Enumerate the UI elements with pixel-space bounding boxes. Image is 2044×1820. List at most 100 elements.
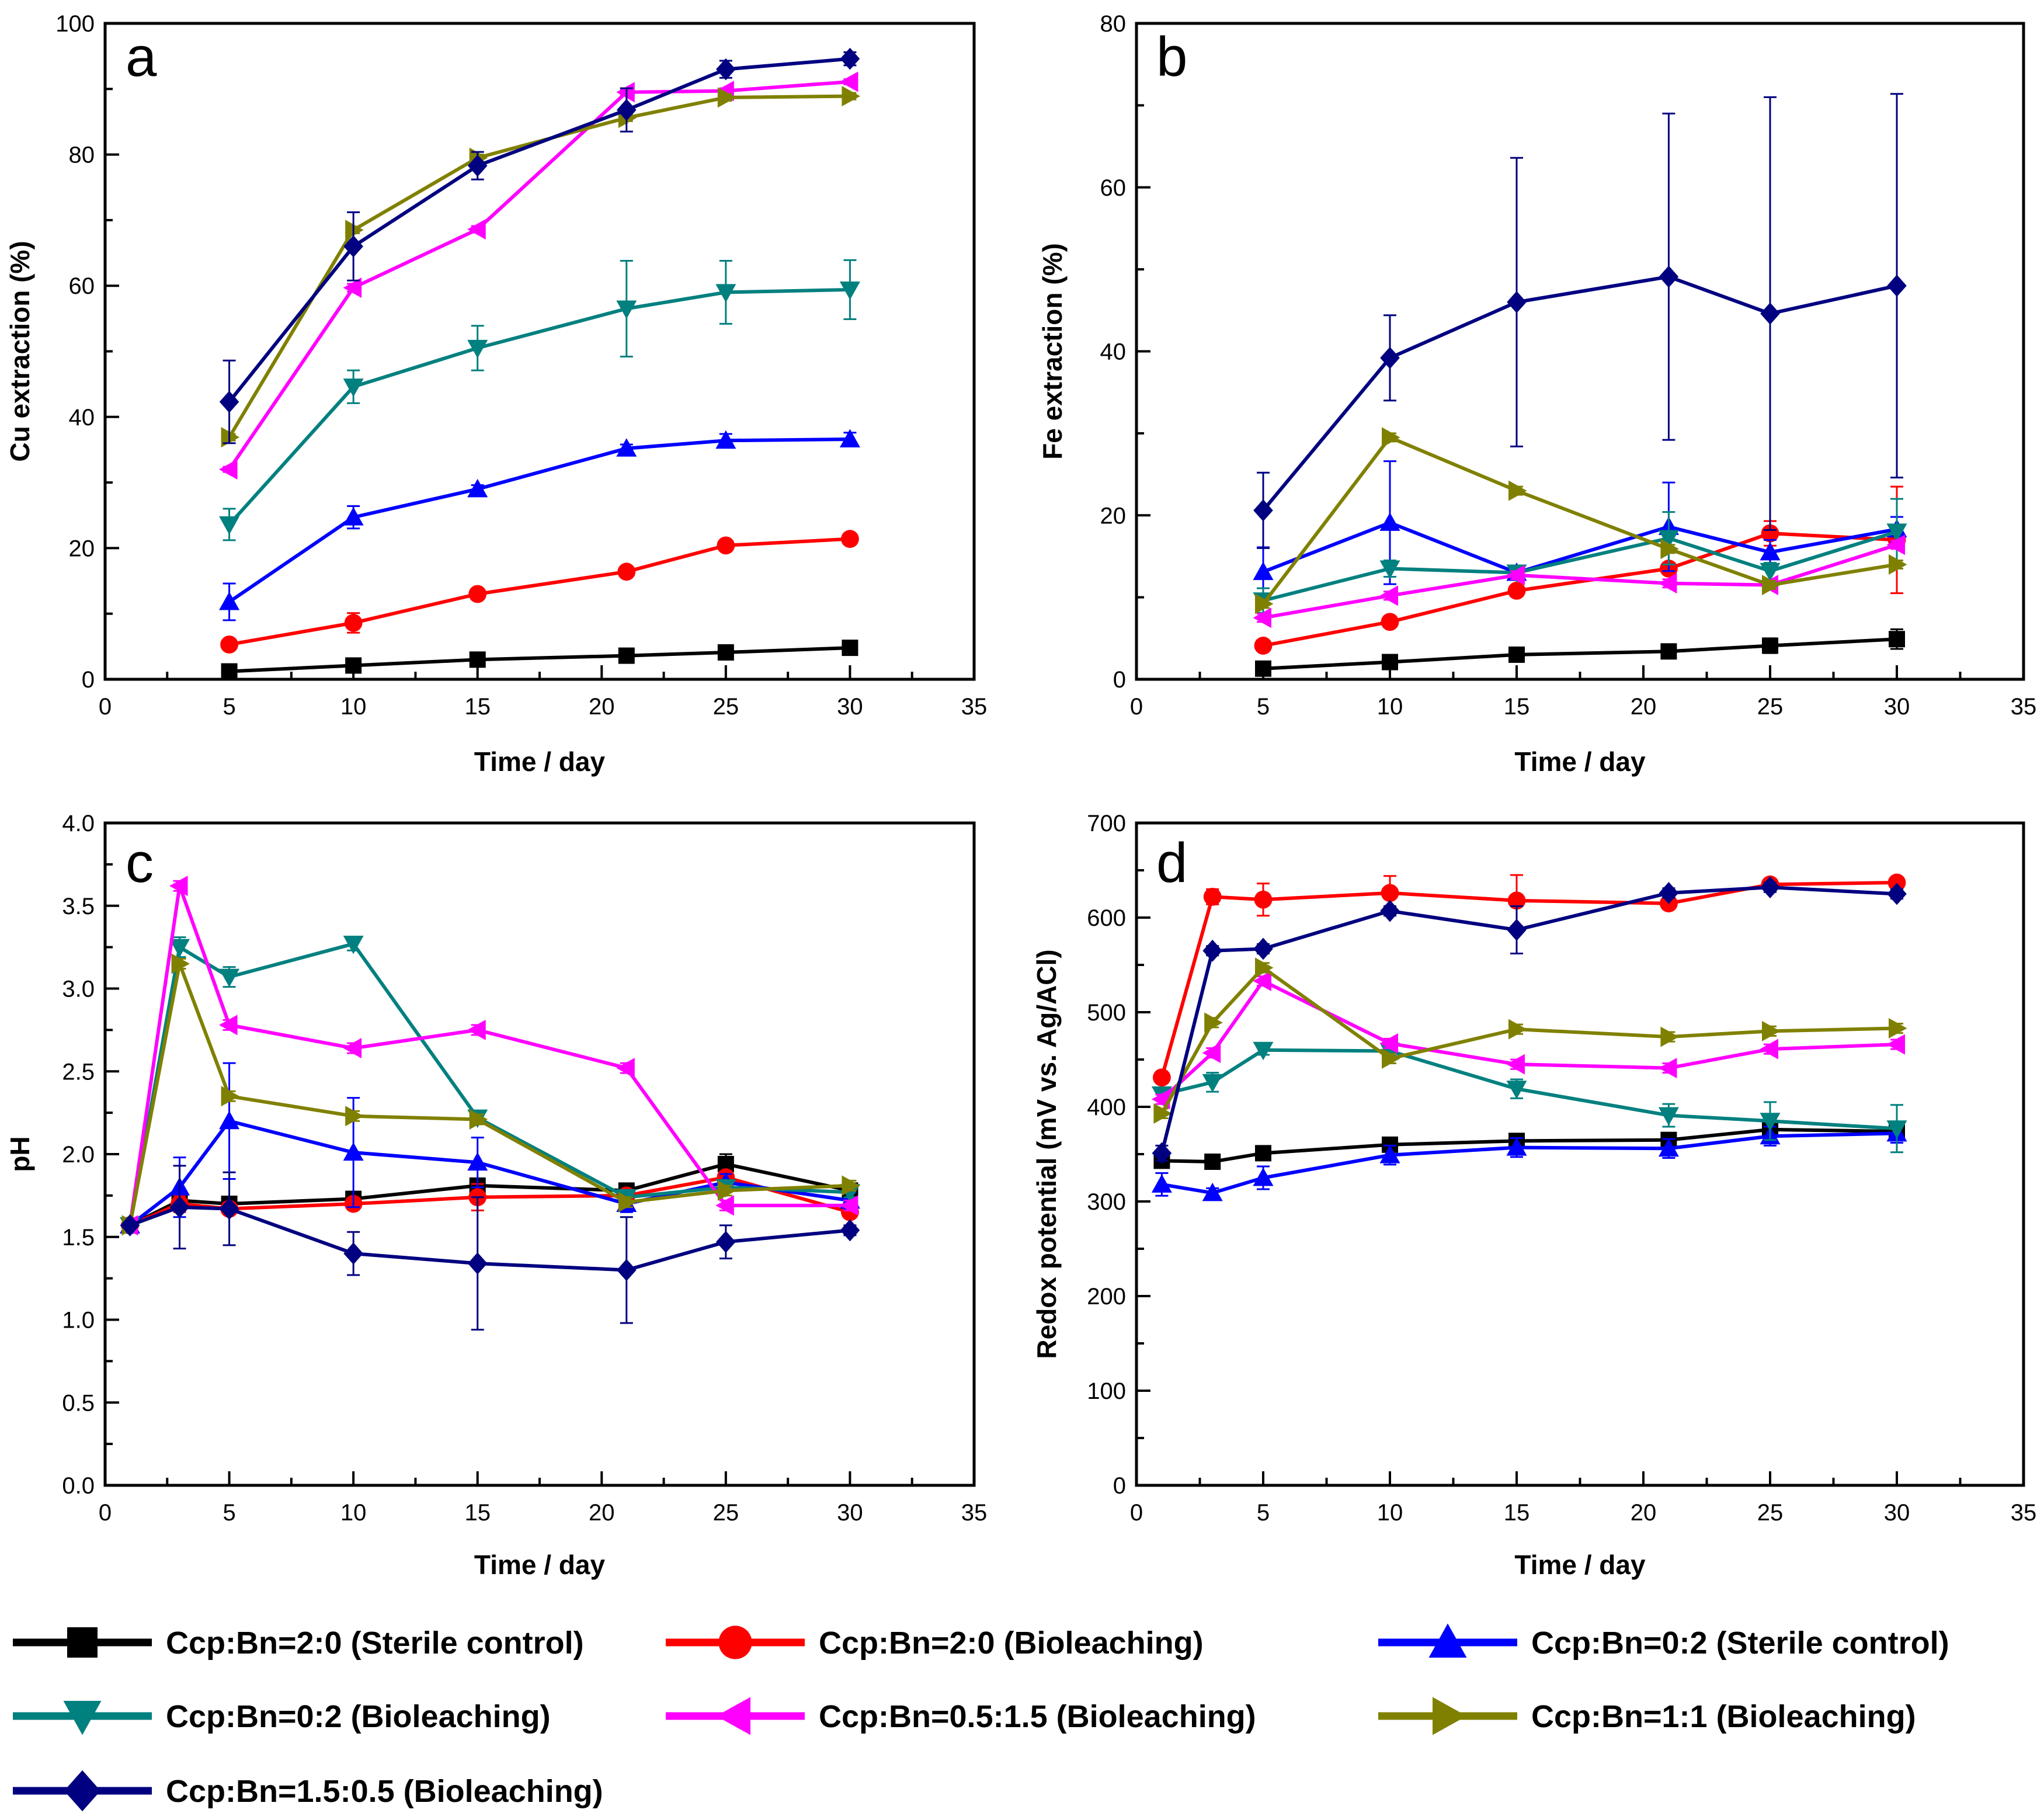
data-point [469, 1109, 488, 1130]
data-point [1255, 1145, 1271, 1162]
y-tick-label: 0.5 [62, 1390, 95, 1416]
data-point [1887, 275, 1907, 297]
data-point [1508, 1019, 1527, 1040]
data-point [1660, 539, 1679, 560]
data-point [343, 378, 364, 397]
y-tick-label: 400 [1087, 1095, 1126, 1120]
data-point [1255, 593, 1274, 614]
series-line [1263, 530, 1897, 603]
y-tick-label: 300 [1087, 1189, 1126, 1215]
x-tick-label: 0 [99, 1500, 112, 1526]
legend-marker [1433, 1697, 1467, 1735]
data-point [1658, 1058, 1677, 1079]
series-triangle-right [221, 86, 860, 448]
data-point [1255, 957, 1274, 978]
data-point [716, 58, 736, 81]
data-point [1508, 480, 1527, 501]
data-point [1255, 660, 1271, 677]
data-point [1658, 1138, 1679, 1157]
data-point [1253, 607, 1271, 628]
legend-label: Ccp:Bn=2:0 (Bioleaching) [819, 1626, 1204, 1661]
data-point [1760, 1113, 1781, 1131]
data-point [1760, 876, 1780, 899]
series-line [1161, 1048, 1897, 1131]
data-point [839, 281, 860, 300]
data-point [343, 935, 364, 954]
data-point [1886, 534, 1905, 555]
data-point [1153, 1103, 1172, 1124]
data-point [1379, 560, 1400, 579]
data-point [467, 1152, 488, 1171]
data-point [717, 1180, 736, 1201]
data-point [616, 82, 635, 103]
data-point [169, 876, 188, 897]
series-triangle-left [1151, 971, 1905, 1110]
x-tick-label: 20 [589, 694, 615, 720]
panel-c: 0 5 10 15 20 25 30 35 0.0 0.5 1.0 1.5 2.0 2.5 3.0 3.5 4.… [5, 811, 987, 1580]
data-point [1254, 637, 1273, 655]
data-point [618, 1192, 637, 1213]
data-point [1382, 1048, 1400, 1069]
y-tick-label: 20 [1100, 503, 1127, 529]
data-point [1508, 646, 1525, 663]
data-point [1379, 512, 1400, 531]
data-point [171, 953, 190, 974]
data-point [1506, 1054, 1525, 1075]
x-tick-label: 5 [223, 1500, 235, 1526]
legend-entry: Ccp:Bn=2:0 (Sterile control) [13, 1626, 584, 1661]
legend-marker [63, 1701, 102, 1735]
data-point [841, 530, 859, 548]
data-point [715, 430, 736, 449]
data-point [1253, 499, 1273, 522]
data-point [1507, 919, 1527, 941]
data-point [1507, 581, 1526, 600]
data-point [221, 427, 240, 448]
series-line [1262, 520, 1897, 575]
data-point [1202, 1043, 1221, 1064]
data-point [1506, 565, 1525, 586]
data-point [219, 516, 240, 535]
y-tick-label: 3.0 [62, 977, 95, 1002]
x-axis-title: Time / day [474, 1550, 606, 1580]
data-point [1760, 541, 1781, 561]
y-tick-label: 1.5 [62, 1225, 95, 1251]
series-circle [220, 530, 859, 654]
data-point [1506, 1081, 1527, 1099]
data-point [1380, 346, 1400, 369]
data-point [1886, 1034, 1905, 1055]
data-point [345, 220, 364, 241]
data-point [221, 663, 238, 680]
series-square [1153, 1121, 1905, 1170]
y-tick-label: 80 [1100, 11, 1127, 37]
data-point [467, 1019, 486, 1040]
x-tick-label: 10 [1377, 1500, 1403, 1526]
y-tick-label: 0 [1113, 667, 1126, 693]
data-point [715, 1195, 734, 1216]
data-point [219, 591, 240, 610]
data-point [1202, 939, 1222, 962]
series-triangle-right [1255, 427, 1907, 614]
x-tick-label: 35 [2011, 694, 2037, 720]
series-triangle-left [120, 876, 858, 1236]
data-point [219, 1015, 238, 1036]
x-tick-label: 25 [713, 694, 739, 720]
data-point [840, 47, 860, 70]
data-point [1203, 887, 1222, 906]
data-point [1889, 631, 1905, 648]
data-point [1887, 883, 1907, 905]
series-line [229, 646, 850, 673]
data-point [1507, 891, 1526, 910]
y-tick-label: 2.5 [62, 1059, 95, 1085]
data-point [219, 968, 240, 988]
data-point [839, 71, 858, 92]
y-tick-label: 60 [1100, 175, 1127, 201]
x-tick-label: 25 [1757, 694, 1784, 720]
series-circle [1254, 485, 1906, 655]
y-tick-label: 100 [1087, 1378, 1126, 1404]
data-point [842, 1175, 860, 1196]
x-tick-label: 35 [961, 694, 988, 720]
legend-marker [67, 1627, 98, 1658]
data-point [467, 478, 488, 498]
y-tick-label: 0.0 [62, 1473, 95, 1499]
x-tick-label: 10 [1377, 694, 1403, 720]
